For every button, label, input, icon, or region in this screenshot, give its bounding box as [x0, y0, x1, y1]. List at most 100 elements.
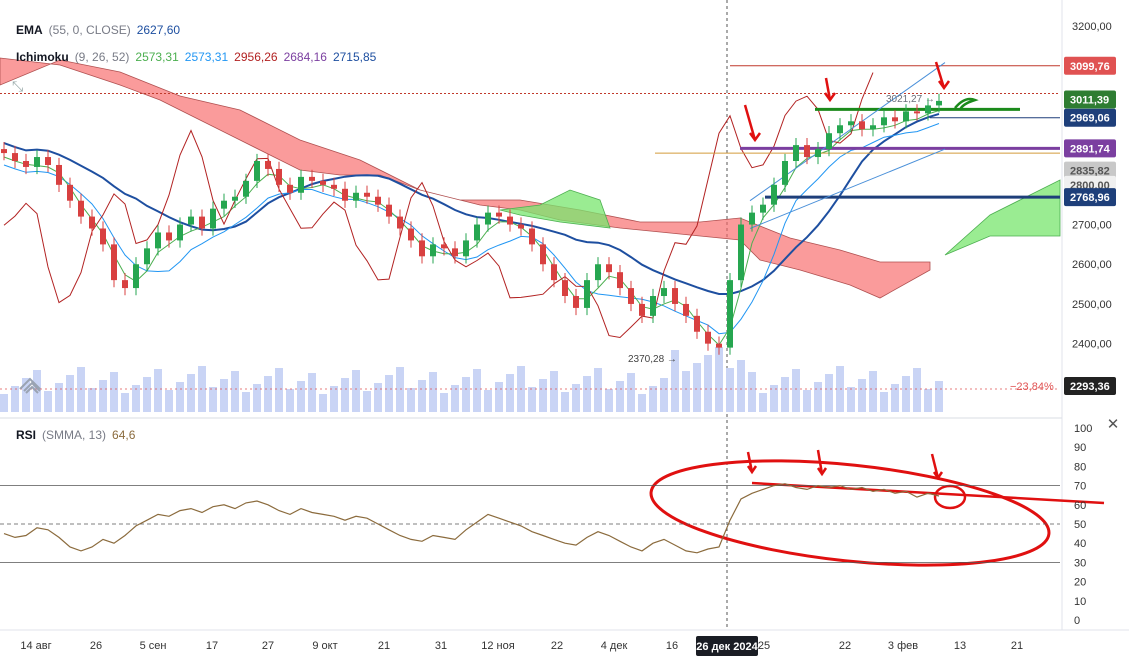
volume-bar: [726, 368, 734, 412]
candle-body: [364, 192, 370, 197]
time-tick: 13: [954, 640, 966, 652]
volume-bar: [759, 393, 767, 412]
price-badge-label: 2891,74: [1070, 143, 1111, 155]
volume-bar: [693, 363, 701, 412]
rsi-legend[interactable]: RSI (SMMA, 13) 64,6: [16, 427, 141, 443]
volume-bar: [869, 371, 877, 412]
ichimoku-lagging-line: [3, 72, 874, 339]
volume-bar: [770, 385, 778, 412]
candle-body: [78, 200, 84, 217]
red-arrowhead: [937, 80, 951, 91]
candle-body: [540, 244, 546, 265]
candle-body: [386, 204, 392, 217]
time-highlight-label: 26 дек 2024: [696, 641, 758, 653]
volume-bar: [231, 371, 239, 412]
candle-body: [441, 244, 447, 249]
volume-bar: [649, 386, 657, 412]
ichimoku-value-span-b: 2715,85: [332, 50, 377, 64]
candle-body: [694, 315, 700, 332]
candle-body: [485, 212, 491, 225]
candle-body: [606, 264, 612, 273]
indicator-lines: [3, 72, 940, 346]
volume-bar: [803, 390, 811, 412]
volume-bar: [704, 355, 712, 412]
volume-bar: [55, 383, 63, 412]
time-tick: 9 окт: [312, 640, 337, 652]
volume-bar: [462, 377, 470, 412]
rsi-red-arrow: [746, 451, 754, 473]
volume-bar: [781, 377, 789, 412]
volume-bar: [858, 379, 866, 412]
volume-bar: [308, 373, 316, 412]
rsi-tick: 50: [1074, 519, 1086, 531]
candle-body: [793, 145, 799, 162]
ema-legend-name: EMA: [16, 23, 43, 37]
candle-body: [595, 264, 601, 281]
candle-body: [320, 180, 326, 185]
candle-body: [100, 228, 106, 245]
volume-bar: [924, 389, 932, 412]
volume-bar: [506, 374, 514, 412]
time-tick: 16: [666, 640, 678, 652]
candles: [1, 93, 942, 355]
volume-bar: [341, 378, 349, 412]
candle-body: [199, 216, 205, 229]
candle-body: [67, 184, 73, 201]
price-tick: 2500,00: [1072, 299, 1112, 311]
close-rsi-icon[interactable]: ✕: [1106, 416, 1120, 433]
collapse-legend-icon[interactable]: ⤡: [12, 78, 24, 94]
volume-bar: [792, 369, 800, 412]
candle-body: [771, 184, 777, 205]
volume-bar: [165, 390, 173, 412]
candle-body: [265, 161, 271, 169]
volume-bar: [715, 347, 723, 412]
candle-body: [12, 153, 18, 162]
rsi-tick: 100: [1074, 423, 1092, 435]
volume-bar: [913, 368, 921, 412]
volume-bar: [275, 368, 283, 412]
volume-bar: [616, 381, 624, 412]
rsi-tick: 70: [1074, 481, 1086, 493]
price-badge: [1064, 90, 1116, 109]
logo-icon: [16, 373, 46, 395]
volume-bar: [880, 392, 888, 412]
rsi-tick: 60: [1074, 500, 1086, 512]
candle-body: [848, 121, 854, 126]
price-badge-label: 2969,06: [1070, 113, 1110, 125]
volume-bar: [187, 374, 195, 412]
volume-bar: [814, 382, 822, 412]
volume-bar: [385, 375, 393, 412]
volume-bar: [319, 394, 327, 412]
volume-bar: [583, 376, 591, 412]
ema-legend[interactable]: EMA (55, 0, CLOSE) 2627,60: [10, 20, 193, 40]
cloud-bullish-early: [499, 189, 611, 229]
volume-bar: [660, 378, 668, 412]
rsi-red-arrowhead: [816, 467, 828, 477]
high-annotation: 3021,27 →: [886, 94, 935, 105]
candle-body: [892, 117, 898, 122]
candle-body: [375, 196, 381, 205]
price-badge-label: 2835,82: [1070, 166, 1110, 178]
volume-bar: [737, 360, 745, 412]
volume-bar: [539, 379, 547, 412]
volume-bar: [594, 368, 602, 412]
ichimoku-legend[interactable]: Ichimoku (9, 26, 52) 2573,31 2573,31 2956,26…: [16, 49, 382, 65]
rsi-tick: 80: [1074, 461, 1086, 473]
volume-bar: [825, 374, 833, 412]
volume-bar: [363, 391, 371, 412]
volume-bar: [143, 377, 151, 412]
volume-bar: [22, 378, 30, 412]
rsi-red-arrowhead: [746, 465, 758, 475]
volume-bar: [495, 382, 503, 412]
candle-body: [782, 161, 788, 185]
rsi-legend-value: 64,6: [112, 428, 136, 442]
candle-body: [463, 240, 469, 257]
price-badge-label: 3011,39: [1070, 94, 1109, 106]
time-tick: 25: [758, 640, 770, 652]
candle-body: [1, 149, 7, 154]
volume-bar: [0, 394, 8, 412]
rsi-tick: 90: [1074, 442, 1086, 454]
time-tick: 17: [206, 640, 218, 652]
volume-bar: [891, 384, 899, 412]
